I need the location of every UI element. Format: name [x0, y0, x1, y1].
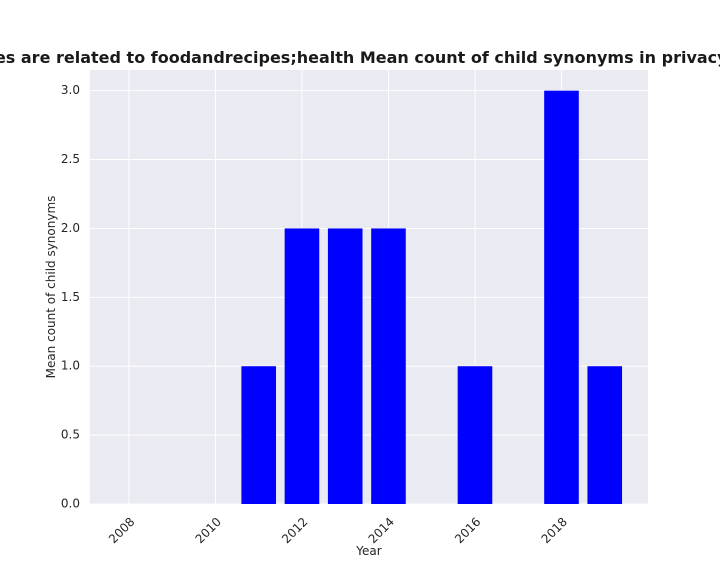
y-tick-label: 1.0	[61, 359, 80, 373]
x-tick-label: 2010	[193, 515, 224, 546]
y-tick-label: 0.0	[61, 497, 80, 511]
y-tick-label: 0.5	[61, 428, 80, 442]
x-axis-label: Year	[355, 544, 381, 558]
y-tick-label: 2.0	[61, 221, 80, 235]
y-tick-label: 1.5	[61, 290, 80, 304]
bar-2013	[327, 228, 363, 504]
bar-2019	[587, 366, 623, 504]
bars	[241, 90, 623, 505]
y-axis-label: Mean count of child synonyms	[44, 196, 58, 379]
x-tick-label: 2018	[539, 515, 570, 546]
bar-2011	[241, 366, 276, 504]
x-tick-label: 2014	[366, 515, 397, 546]
x-tick-label: 2012	[279, 515, 310, 546]
bar-2016	[457, 366, 493, 504]
bar-2014	[371, 228, 406, 504]
y-tick-label: 3.0	[61, 83, 80, 97]
bar-2012	[284, 228, 320, 504]
x-tick-label: 2008	[106, 515, 137, 546]
y-tick-labels: 0.0 0.5 1.0 1.5 2.0 2.5 3.0	[61, 83, 80, 510]
x-tick-labels: 2008 2010 2012 2014 2016 2018	[106, 515, 570, 546]
chart-title: Categories are related to foodandrecipes…	[0, 48, 720, 67]
bar-2018	[544, 90, 579, 505]
y-tick-label: 2.5	[61, 152, 80, 166]
x-tick-label: 2016	[452, 515, 483, 546]
